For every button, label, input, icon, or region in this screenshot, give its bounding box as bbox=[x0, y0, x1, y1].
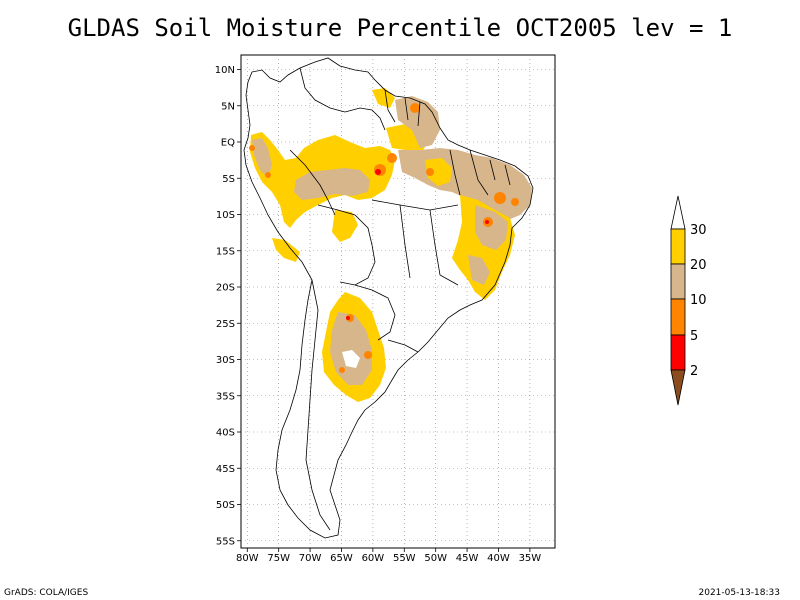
lon-tick-label: 35W bbox=[519, 553, 542, 564]
dry-spot-2 bbox=[375, 169, 381, 175]
axis-ticks: 10N 5N EQ 5S 10S 15S 20S 25S 30S 35S 40S 45S 50S 55S8… bbox=[215, 65, 542, 564]
dry-spot-14 bbox=[265, 172, 271, 178]
lat-tick-label: 55S bbox=[216, 536, 235, 547]
footer-credit: GrADS: COLA/IGES bbox=[4, 588, 89, 598]
lon-tick-label: 45W bbox=[456, 553, 479, 564]
legend-cap-bottom bbox=[670, 369, 686, 406]
lon-tick-label: 80W bbox=[236, 553, 259, 564]
dry-spot-13 bbox=[339, 367, 345, 373]
dry-spot-15 bbox=[249, 145, 255, 151]
border-uruguay bbox=[387, 339, 419, 353]
region-central-patch bbox=[332, 210, 358, 242]
lon-tick-label: 70W bbox=[299, 553, 322, 564]
legend-label-30: 30 bbox=[690, 223, 707, 238]
legend-swatch-20-30 bbox=[670, 228, 686, 265]
lat-tick-label: 10N bbox=[215, 65, 235, 76]
south-america-coast bbox=[243, 57, 534, 539]
lon-tick-label: 65W bbox=[330, 553, 353, 564]
lat-tick-label: 20S bbox=[216, 283, 235, 294]
dry-spot-12 bbox=[364, 351, 372, 359]
dry-spot-3 bbox=[387, 153, 397, 163]
dry-spot-8 bbox=[511, 198, 519, 206]
lon-tick-label: 75W bbox=[267, 553, 290, 564]
legend-colorbar: 30 20 10 5 2 bbox=[670, 195, 707, 406]
lat-tick-label: EQ bbox=[221, 138, 235, 149]
dry-spot-4 bbox=[410, 103, 420, 113]
legend-swatch-5-10 bbox=[670, 298, 686, 336]
lon-tick-label: 55W bbox=[393, 553, 416, 564]
lat-tick-label: 10S bbox=[216, 210, 235, 221]
border-paraguay bbox=[354, 284, 396, 341]
lat-tick-label: 45S bbox=[216, 464, 235, 475]
dry-spot-9 bbox=[426, 168, 434, 176]
legend-label-5: 5 bbox=[690, 329, 698, 344]
lat-tick-label: 50S bbox=[216, 500, 235, 511]
region-ne-yellow bbox=[425, 158, 452, 186]
lon-tick-label: 60W bbox=[362, 553, 385, 564]
dry-spot-5 bbox=[494, 192, 506, 204]
dry-spot-7 bbox=[485, 220, 489, 224]
legend-label-20: 20 bbox=[690, 258, 707, 273]
lat-tick-label: 15S bbox=[216, 246, 235, 257]
region-parana-core bbox=[330, 312, 372, 385]
lon-tick-label: 40W bbox=[487, 553, 510, 564]
border-brazil-states bbox=[371, 149, 511, 286]
map-title: GLDAS Soil Moisture Percentile OCT2005 l… bbox=[67, 14, 733, 42]
region-east-brazil-south bbox=[468, 255, 490, 285]
legend-swatch-10-20 bbox=[670, 263, 686, 300]
coastline bbox=[243, 57, 534, 539]
legend-cap-top bbox=[670, 195, 686, 230]
border-peru-brazil bbox=[289, 149, 336, 216]
region-east-brazil-core bbox=[475, 205, 508, 250]
border-bolivia bbox=[317, 204, 376, 286]
region-ecuador bbox=[252, 138, 272, 178]
dry-spot-11 bbox=[346, 316, 350, 320]
legend-label-10: 10 bbox=[690, 293, 707, 308]
lat-tick-label: 30S bbox=[216, 355, 235, 366]
legend-swatch-2-5 bbox=[670, 334, 686, 371]
lat-tick-label: 5S bbox=[222, 174, 235, 185]
lat-tick-label: 40S bbox=[216, 428, 235, 439]
lat-tick-label: 5N bbox=[221, 101, 235, 112]
border-venezuela-brazil bbox=[344, 107, 386, 131]
lat-tick-label: 35S bbox=[216, 391, 235, 402]
percentile-fill bbox=[249, 88, 532, 402]
footer-timestamp: 2021-05-13-18:33 bbox=[698, 588, 781, 598]
border-colombia-venezuela bbox=[299, 67, 346, 113]
region-parana-dry-spot bbox=[342, 350, 360, 368]
border-argentina-chile bbox=[305, 279, 331, 531]
region-central-patch-2 bbox=[272, 238, 300, 262]
lon-tick-label: 50W bbox=[424, 553, 447, 564]
legend-label-2: 2 bbox=[690, 364, 698, 379]
lat-tick-label: 25S bbox=[216, 319, 235, 330]
border-guianas bbox=[384, 89, 421, 127]
